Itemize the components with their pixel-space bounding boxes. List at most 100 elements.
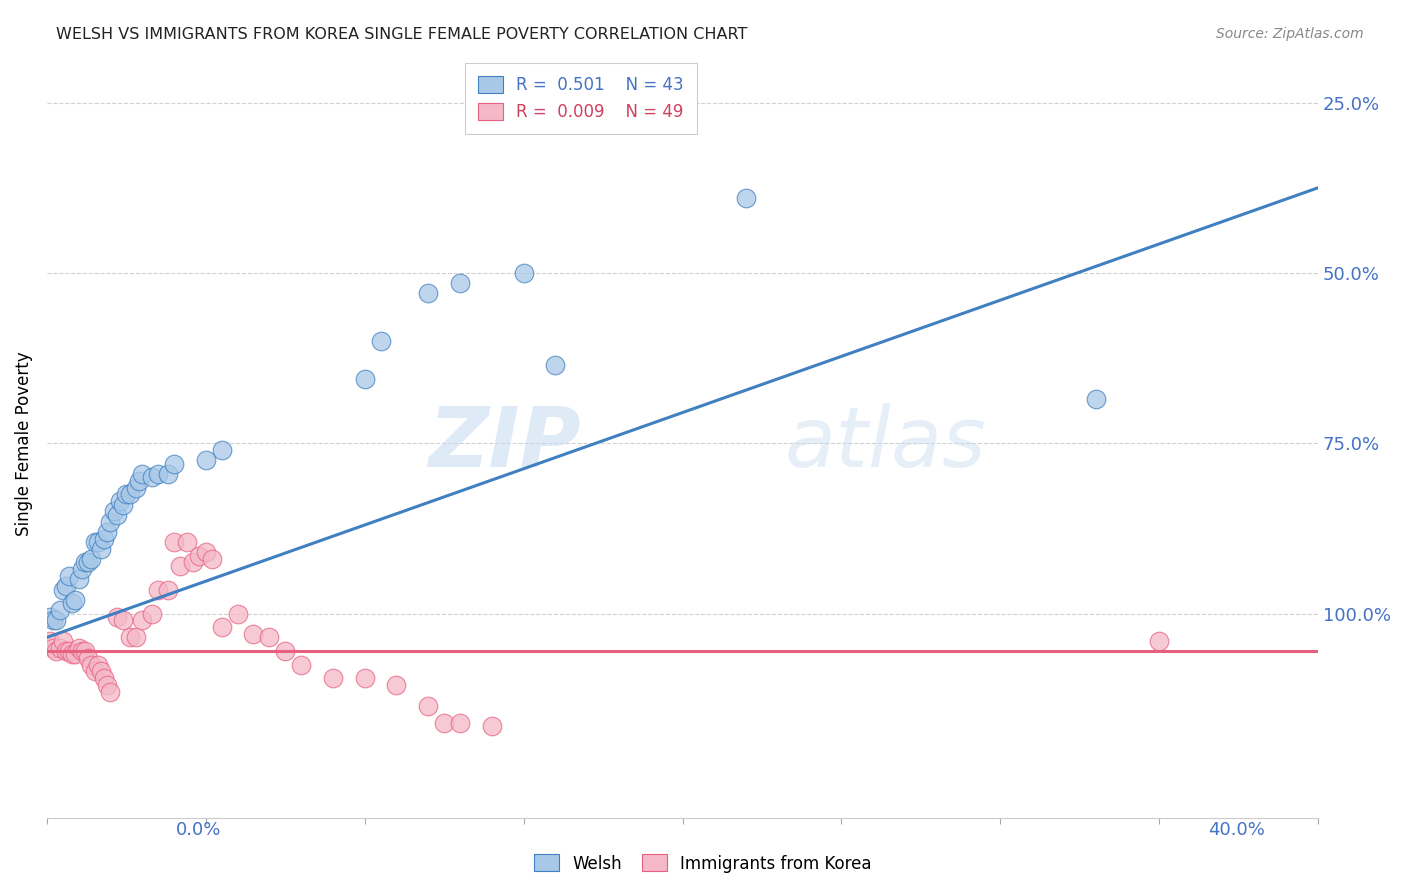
Point xyxy=(93,532,115,546)
Point xyxy=(131,467,153,481)
Point xyxy=(52,633,75,648)
Point xyxy=(39,610,62,624)
Y-axis label: Single Female Poverty: Single Female Poverty xyxy=(15,351,32,535)
Point xyxy=(73,556,96,570)
Text: 40.0%: 40.0% xyxy=(1209,821,1265,838)
Point xyxy=(115,487,138,501)
Point xyxy=(65,648,87,662)
Point xyxy=(353,671,375,685)
Text: WELSH VS IMMIGRANTS FROM KOREA SINGLE FEMALE POVERTY CORRELATION CHART: WELSH VS IMMIGRANTS FROM KOREA SINGLE FE… xyxy=(56,27,748,42)
Point xyxy=(169,558,191,573)
Point xyxy=(163,457,186,471)
Point xyxy=(77,650,100,665)
Point xyxy=(188,549,211,563)
Point xyxy=(131,613,153,627)
Point xyxy=(125,481,148,495)
Point xyxy=(163,535,186,549)
Point xyxy=(274,644,297,658)
Text: atlas: atlas xyxy=(785,402,986,483)
Point xyxy=(242,627,264,641)
Point xyxy=(353,371,375,385)
Point xyxy=(42,613,65,627)
Legend: Welsh, Immigrants from Korea: Welsh, Immigrants from Korea xyxy=(527,847,879,880)
Point xyxy=(449,276,471,290)
Point xyxy=(201,552,224,566)
Point xyxy=(112,498,135,512)
Point xyxy=(100,685,122,699)
Point xyxy=(418,698,440,713)
Point xyxy=(128,474,150,488)
Point xyxy=(194,453,217,467)
Point xyxy=(449,715,471,730)
Point xyxy=(70,562,93,576)
Point xyxy=(42,640,65,655)
Legend: R =  0.501    N = 43, R =  0.009    N = 49: R = 0.501 N = 43, R = 0.009 N = 49 xyxy=(471,70,690,128)
Point xyxy=(735,191,758,205)
Point xyxy=(259,631,281,645)
Point xyxy=(141,470,163,484)
Point xyxy=(90,665,112,679)
Point xyxy=(211,620,233,634)
Point xyxy=(103,504,125,518)
Point xyxy=(58,644,80,658)
Point xyxy=(544,358,567,372)
Point xyxy=(67,640,90,655)
Point xyxy=(80,657,103,672)
Point xyxy=(48,603,70,617)
Point xyxy=(96,678,118,692)
Point xyxy=(67,573,90,587)
Point xyxy=(481,719,503,733)
Point xyxy=(48,640,70,655)
Point xyxy=(370,334,392,348)
Point xyxy=(87,657,110,672)
Point xyxy=(211,443,233,458)
Point xyxy=(176,535,198,549)
Point xyxy=(112,613,135,627)
Point xyxy=(83,535,105,549)
Point xyxy=(52,582,75,597)
Point xyxy=(156,467,179,481)
Point xyxy=(65,593,87,607)
Point xyxy=(77,556,100,570)
Point xyxy=(385,678,408,692)
Point xyxy=(418,286,440,301)
Point xyxy=(45,644,67,658)
Point xyxy=(156,582,179,597)
Point xyxy=(512,266,534,280)
Point xyxy=(93,671,115,685)
Point xyxy=(1084,392,1107,406)
Point xyxy=(73,644,96,658)
Point xyxy=(118,631,141,645)
Text: Source: ZipAtlas.com: Source: ZipAtlas.com xyxy=(1216,27,1364,41)
Point xyxy=(60,596,83,610)
Point xyxy=(226,607,249,621)
Point xyxy=(70,644,93,658)
Point xyxy=(125,631,148,645)
Point xyxy=(433,715,456,730)
Point xyxy=(60,648,83,662)
Point xyxy=(105,508,128,522)
Point xyxy=(55,644,77,658)
Point xyxy=(96,524,118,539)
Point xyxy=(105,610,128,624)
Point xyxy=(146,582,169,597)
Point xyxy=(83,665,105,679)
Point xyxy=(80,552,103,566)
Point xyxy=(108,494,131,508)
Point xyxy=(90,541,112,556)
Point xyxy=(194,545,217,559)
Text: ZIP: ZIP xyxy=(429,402,581,483)
Point xyxy=(118,487,141,501)
Text: 0.0%: 0.0% xyxy=(176,821,221,838)
Point xyxy=(322,671,344,685)
Point xyxy=(55,579,77,593)
Point xyxy=(181,556,204,570)
Point xyxy=(146,467,169,481)
Point xyxy=(39,633,62,648)
Point xyxy=(58,569,80,583)
Point xyxy=(290,657,312,672)
Point xyxy=(1147,633,1170,648)
Point xyxy=(87,535,110,549)
Point xyxy=(100,515,122,529)
Point xyxy=(45,613,67,627)
